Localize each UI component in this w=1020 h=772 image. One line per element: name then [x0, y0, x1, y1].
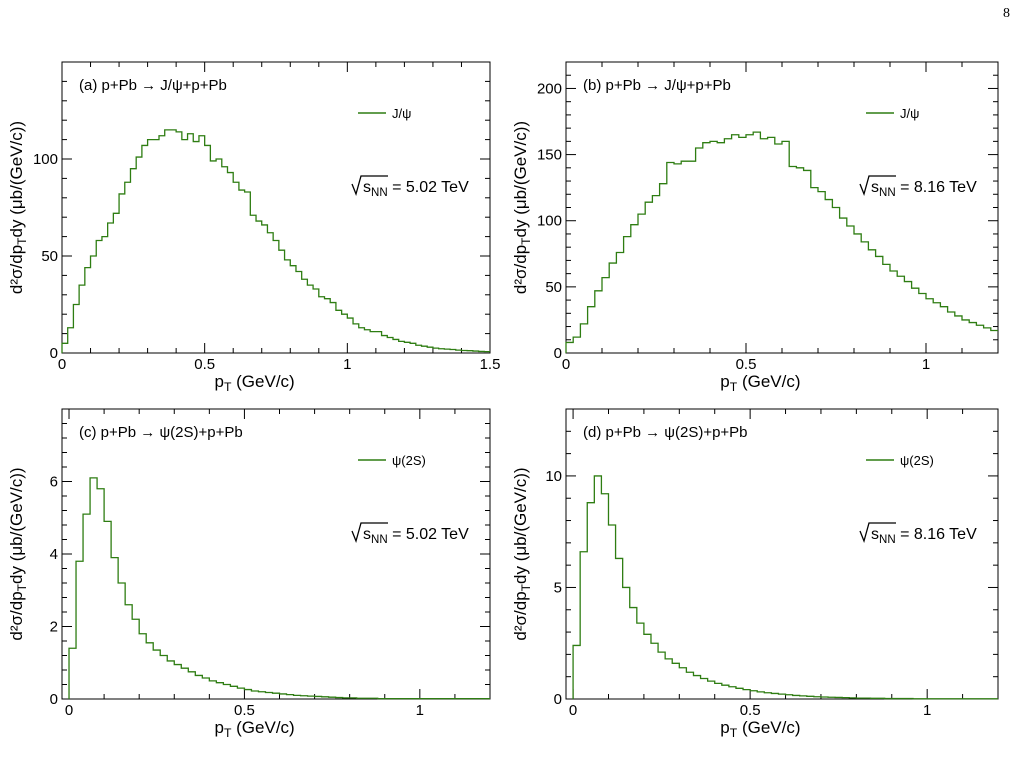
- y-tick-label: 0: [50, 691, 58, 708]
- y-tick-label: 5: [554, 579, 562, 596]
- plot-frame: [61, 61, 491, 354]
- energy-annotation: sNN = 5.02 TeV: [363, 526, 469, 546]
- plot-frame: [565, 408, 999, 700]
- x-tick-label: 0: [65, 702, 73, 719]
- series-step-line: [565, 131, 998, 353]
- panel-c: 0 0.5 1 0 2 4 6 ψ(2S) (c) p+Pb → ψ(2S)+p+Pb sNN =…: [7, 408, 491, 740]
- y-tick-label: 0: [554, 691, 562, 708]
- legend-label: ψ(2S): [392, 453, 426, 468]
- y-tick-label: 10: [545, 468, 562, 485]
- x-tick-label: 1: [923, 702, 931, 719]
- x-tick-label: 0.5: [194, 356, 215, 373]
- page-number: 8: [1003, 6, 1010, 21]
- legend-label: J/ψ: [392, 106, 411, 121]
- y-tick-label: 4: [50, 546, 58, 563]
- x-tick-label: 0: [569, 702, 577, 719]
- x-tick-label: 1: [922, 356, 930, 373]
- y-tick-label: 100: [537, 213, 562, 230]
- radical-sign: [351, 175, 388, 197]
- x-tick-label: 0.5: [740, 702, 761, 719]
- series-step-line: [61, 129, 490, 353]
- x-axis-label: pT (GeV/c): [214, 718, 294, 740]
- y-tick-label: 200: [537, 80, 562, 97]
- series-step-line: [68, 477, 490, 700]
- panel-title: (c) p+Pb → ψ(2S)+p+Pb: [79, 424, 243, 441]
- energy-annotation: sNN = 8.16 TeV: [871, 526, 977, 546]
- x-tick-label: 0.5: [736, 356, 757, 373]
- radical-sign: [351, 522, 388, 544]
- panel-a: 0 0.5 1 1.5 0 50 100 J/ψ (a) p+Pb → J/ψ+p+Pb sNN …: [7, 61, 501, 394]
- y-axis-label: d²σ/dpTdy (μb/(GeV/c)): [7, 467, 29, 640]
- x-tick-label: 1.5: [480, 356, 501, 373]
- y-axis-label: d²σ/dpTdy (μb/(GeV/c)): [511, 467, 533, 640]
- series-step-line: [572, 475, 998, 700]
- x-axis-label: pT (GeV/c): [720, 718, 800, 740]
- legend-label: J/ψ: [900, 106, 919, 121]
- energy-annotation: sNN = 8.16 TeV: [871, 179, 977, 199]
- x-tick-label: 1: [416, 702, 424, 719]
- plot-frame: [565, 61, 999, 354]
- y-tick-label: 0: [50, 345, 58, 362]
- radical-sign: [859, 175, 896, 197]
- panel-title: (a) p+Pb → J/ψ+p+Pb: [79, 77, 227, 94]
- x-tick-label: 0.5: [234, 702, 255, 719]
- y-tick-label: 6: [50, 474, 58, 491]
- panel-title: (b) p+Pb → J/ψ+p+Pb: [583, 77, 731, 94]
- x-axis-label: pT (GeV/c): [720, 372, 800, 394]
- y-tick-label: 150: [537, 147, 562, 164]
- x-tick-label: 0: [58, 356, 66, 373]
- y-axis-label: d²σ/dpTdy (μb/(GeV/c)): [511, 121, 533, 294]
- x-tick-label: 1: [343, 356, 351, 373]
- y-tick-label: 50: [545, 279, 562, 296]
- panel-title: (d) p+Pb → ψ(2S)+p+Pb: [583, 424, 748, 441]
- energy-annotation: sNN = 5.02 TeV: [363, 179, 469, 199]
- radical-sign: [859, 522, 896, 544]
- legend-label: ψ(2S): [900, 453, 934, 468]
- x-axis-label: pT (GeV/c): [214, 372, 294, 394]
- y-tick-label: 50: [41, 248, 58, 265]
- panel-b: 0 0.5 1 0 50 100 150 200 J/ψ (b) p+Pb → J/ψ+p+Pb s…: [511, 61, 999, 394]
- y-tick-label: 100: [33, 151, 58, 168]
- y-tick-label: 2: [50, 619, 58, 636]
- y-tick-label: 0: [554, 345, 562, 362]
- y-axis-label: d²σ/dpTdy (μb/(GeV/c)): [7, 121, 29, 294]
- x-tick-label: 0: [562, 356, 570, 373]
